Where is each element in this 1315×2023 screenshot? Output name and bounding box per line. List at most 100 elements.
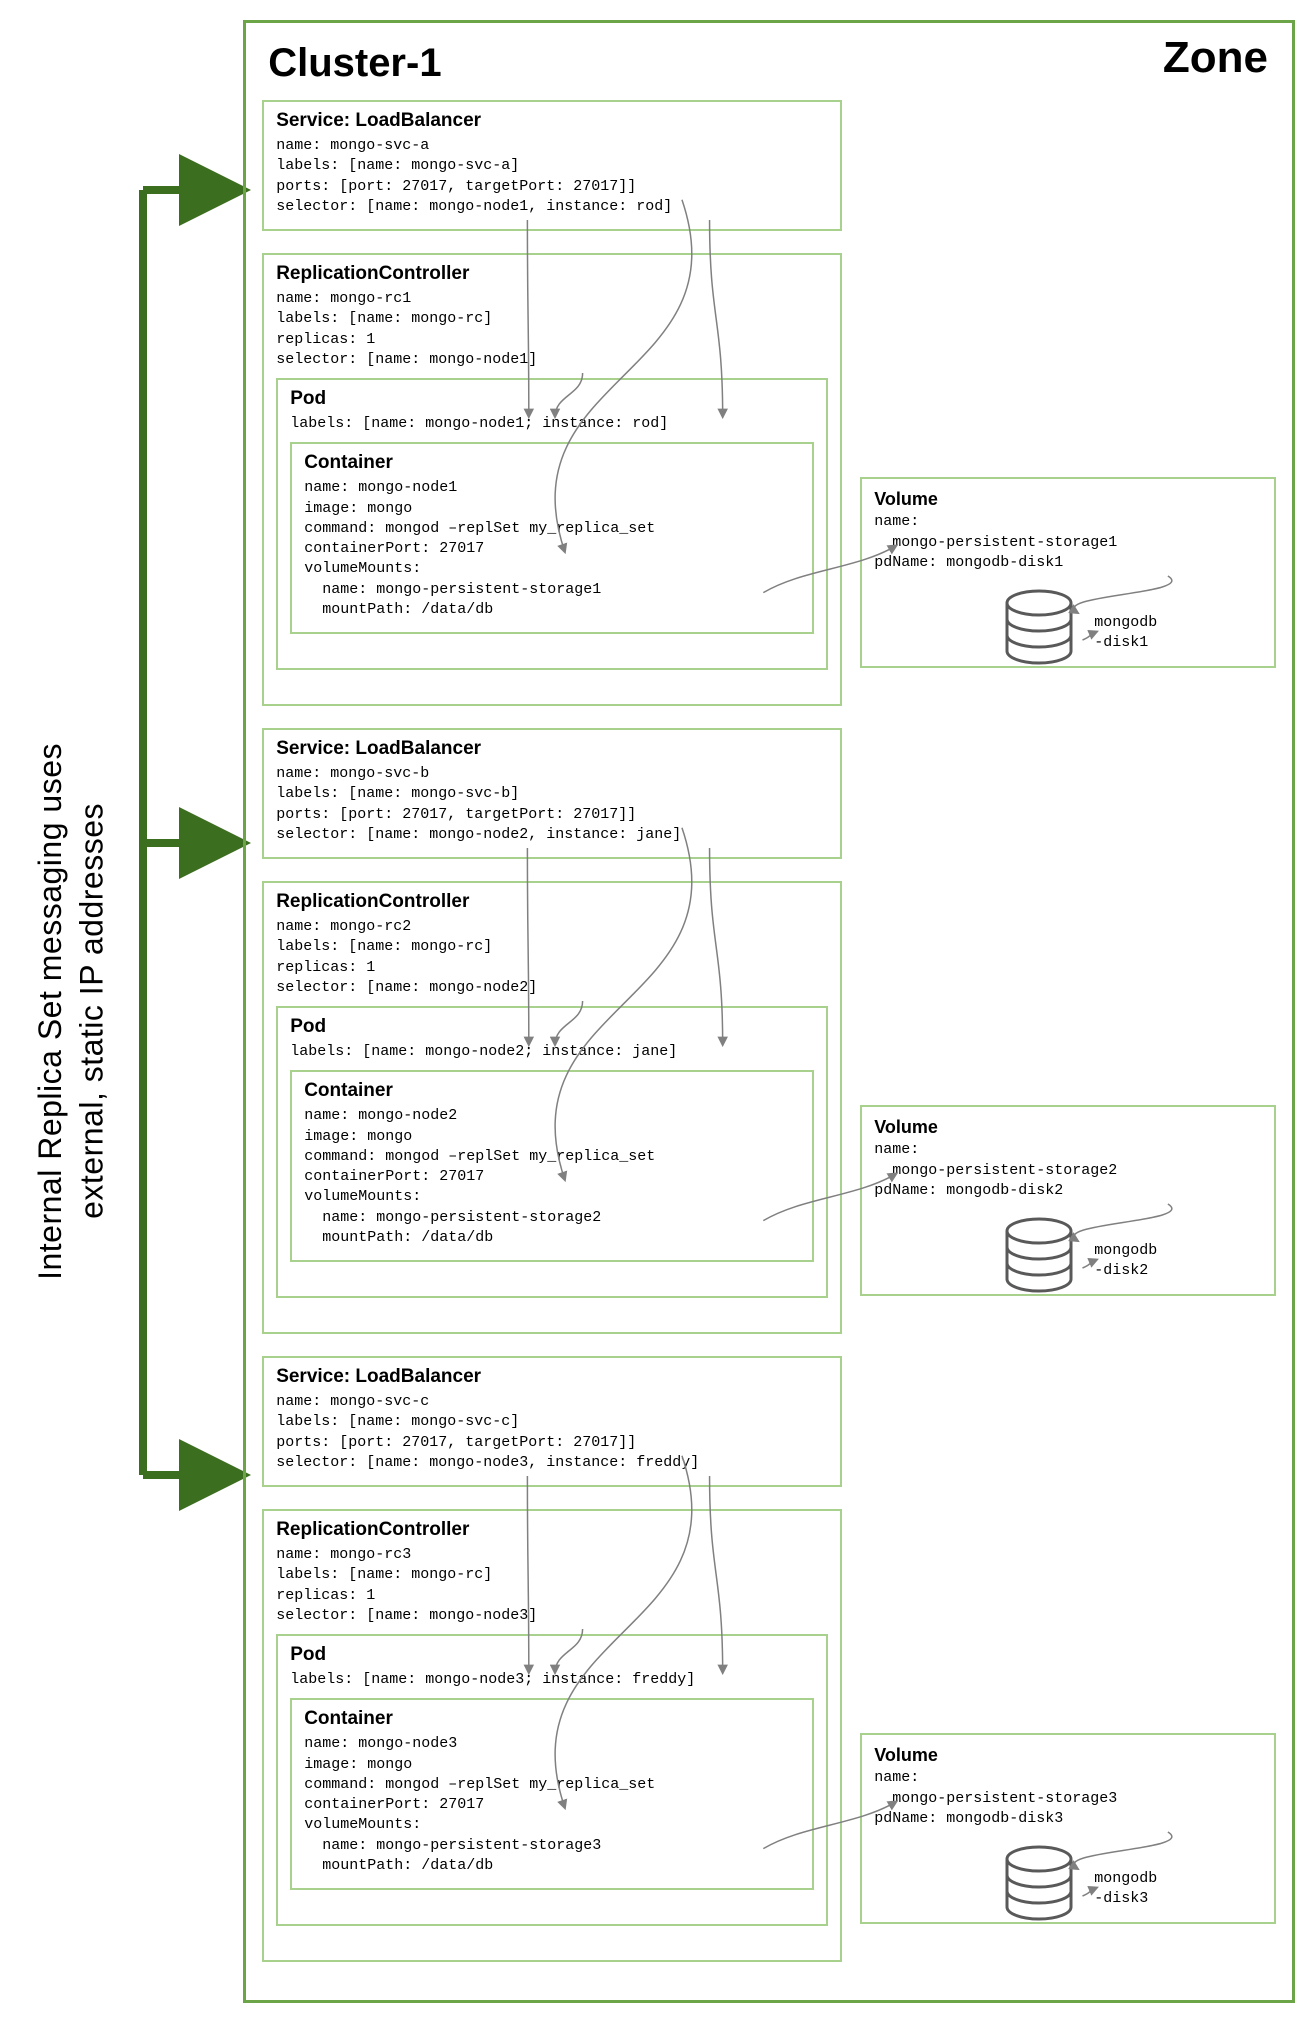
rc-title: ReplicationController [276, 891, 828, 913]
container-image: image: mongo [304, 1127, 800, 1147]
rc-labels: labels: [name: mongo-rc] [276, 309, 828, 329]
service-labels: labels: [name: mongo-svc-b] [276, 784, 828, 804]
container-vmname: name: mongo-persistent-storage3 [304, 1836, 800, 1856]
cluster-block: Service: LoadBalancer name: mongo-svc-b … [262, 728, 1276, 1356]
zone-box: Zone Cluster-1 Service: LoadBalancer nam… [243, 20, 1295, 2003]
disk-icon [994, 1839, 1084, 1929]
service-ports: ports: [port: 27017, targetPort: 27017]] [276, 805, 828, 825]
service-selector: selector: [name: mongo-node1, instance: … [276, 197, 828, 217]
pod-box: Pod labels: [name: mongo-node1; instance… [276, 378, 828, 670]
volume-title: Volume [874, 489, 1262, 510]
service-name: name: mongo-svc-b [276, 764, 828, 784]
service-labels: labels: [name: mongo-svc-a] [276, 156, 828, 176]
side-annotation: Internal Replica Set messaging uses exte… [20, 743, 123, 1280]
rc-title: ReplicationController [276, 1519, 828, 1541]
disk-label: mongodb-disk2 [1094, 1241, 1262, 1280]
volume-name2: mongo-persistent-storage3 [874, 1789, 1262, 1809]
pod-box: Pod labels: [name: mongo-node2; instance… [276, 1006, 828, 1298]
pod-title: Pod [290, 388, 814, 410]
container-port: containerPort: 27017 [304, 1167, 800, 1187]
side-line-2: external, static IP addresses [74, 804, 110, 1220]
rc-selector: selector: [name: mongo-node2] [276, 978, 828, 998]
rc-replicas: replicas: 1 [276, 958, 828, 978]
rc-box: ReplicationController name: mongo-rc1 la… [262, 253, 842, 706]
rc-selector: selector: [name: mongo-node3] [276, 1606, 828, 1626]
diagram-root: Internal Replica Set messaging uses exte… [20, 20, 1295, 2003]
disk-label: mongodb-disk1 [1094, 613, 1262, 652]
container-port: containerPort: 27017 [304, 539, 800, 559]
volume-name: name: [874, 512, 1262, 532]
rc-labels: labels: [name: mongo-rc] [276, 937, 828, 957]
rc-replicas: replicas: 1 [276, 330, 828, 350]
rc-selector: selector: [name: mongo-node1] [276, 350, 828, 370]
container-vmname: name: mongo-persistent-storage2 [304, 1208, 800, 1228]
rc-name: name: mongo-rc2 [276, 917, 828, 937]
container-name: name: mongo-node2 [304, 1106, 800, 1126]
container-image: image: mongo [304, 499, 800, 519]
service-labels: labels: [name: mongo-svc-c] [276, 1412, 828, 1432]
rc-name: name: mongo-rc3 [276, 1545, 828, 1565]
service-ports: ports: [port: 27017, targetPort: 27017]] [276, 1433, 828, 1453]
rc-name: name: mongo-rc1 [276, 289, 828, 309]
rc-box: ReplicationController name: mongo-rc3 la… [262, 1509, 842, 1962]
rc-title: ReplicationController [276, 263, 828, 285]
container-vmpath: mountPath: /data/db [304, 1228, 800, 1248]
rc-replicas: replicas: 1 [276, 1586, 828, 1606]
volume-name: name: [874, 1140, 1262, 1160]
container-vmpath: mountPath: /data/db [304, 1856, 800, 1876]
service-box: Service: LoadBalancer name: mongo-svc-b … [262, 728, 842, 859]
container-name: name: mongo-node1 [304, 478, 800, 498]
pod-title: Pod [290, 1644, 814, 1666]
container-command: command: mongod –replSet my_replica_set [304, 1775, 800, 1795]
volume-pd: pdName: mongodb-disk3 [874, 1809, 1262, 1829]
container-command: command: mongod –replSet my_replica_set [304, 519, 800, 539]
volume-title: Volume [874, 1117, 1262, 1138]
volume-pd: pdName: mongodb-disk2 [874, 1181, 1262, 1201]
service-name: name: mongo-svc-c [276, 1392, 828, 1412]
arrow-column [123, 20, 243, 2003]
volume-name2: mongo-persistent-storage1 [874, 533, 1262, 553]
container-image: image: mongo [304, 1755, 800, 1775]
container-box: Container name: mongo-node2 image: mongo… [290, 1070, 814, 1262]
service-box: Service: LoadBalancer name: mongo-svc-a … [262, 100, 842, 231]
service-ports: ports: [port: 27017, targetPort: 27017]] [276, 177, 828, 197]
container-box: Container name: mongo-node3 image: mongo… [290, 1698, 814, 1890]
container-name: name: mongo-node3 [304, 1734, 800, 1754]
container-title: Container [304, 452, 800, 474]
container-vm: volumeMounts: [304, 1815, 800, 1835]
container-command: command: mongod –replSet my_replica_set [304, 1147, 800, 1167]
disk-label: mongodb-disk3 [1094, 1869, 1262, 1908]
service-name: name: mongo-svc-a [276, 136, 828, 156]
pod-labels: labels: [name: mongo-node2; instance: ja… [290, 1042, 814, 1062]
cluster-block: Service: LoadBalancer name: mongo-svc-c … [262, 1356, 1276, 1984]
container-box: Container name: mongo-node1 image: mongo… [290, 442, 814, 634]
volume-box: Volume name: mongo-persistent-storage3 p… [860, 1733, 1276, 1924]
volume-title: Volume [874, 1745, 1262, 1766]
volume-pd: pdName: mongodb-disk1 [874, 553, 1262, 573]
container-vm: volumeMounts: [304, 1187, 800, 1207]
cluster-title: Cluster-1 [268, 41, 1276, 86]
volume-name: name: [874, 1768, 1262, 1788]
container-port: containerPort: 27017 [304, 1795, 800, 1815]
disk-icon [994, 1211, 1084, 1301]
service-title: Service: LoadBalancer [276, 110, 828, 132]
service-selector: selector: [name: mongo-node3, instance: … [276, 1453, 828, 1473]
container-title: Container [304, 1708, 800, 1730]
container-title: Container [304, 1080, 800, 1102]
pod-labels: labels: [name: mongo-node3; instance: fr… [290, 1670, 814, 1690]
container-vm: volumeMounts: [304, 559, 800, 579]
service-title: Service: LoadBalancer [276, 738, 828, 760]
disk-icon [994, 583, 1084, 673]
zone-title: Zone [1163, 33, 1268, 83]
side-line-1: Internal Replica Set messaging uses [32, 743, 68, 1280]
container-vmname: name: mongo-persistent-storage1 [304, 580, 800, 600]
container-vmpath: mountPath: /data/db [304, 600, 800, 620]
pod-box: Pod labels: [name: mongo-node3; instance… [276, 1634, 828, 1926]
pod-labels: labels: [name: mongo-node1; instance: ro… [290, 414, 814, 434]
rc-box: ReplicationController name: mongo-rc2 la… [262, 881, 842, 1334]
service-title: Service: LoadBalancer [276, 1366, 828, 1388]
pod-title: Pod [290, 1016, 814, 1038]
volume-name2: mongo-persistent-storage2 [874, 1161, 1262, 1181]
service-selector: selector: [name: mongo-node2, instance: … [276, 825, 828, 845]
rc-labels: labels: [name: mongo-rc] [276, 1565, 828, 1585]
